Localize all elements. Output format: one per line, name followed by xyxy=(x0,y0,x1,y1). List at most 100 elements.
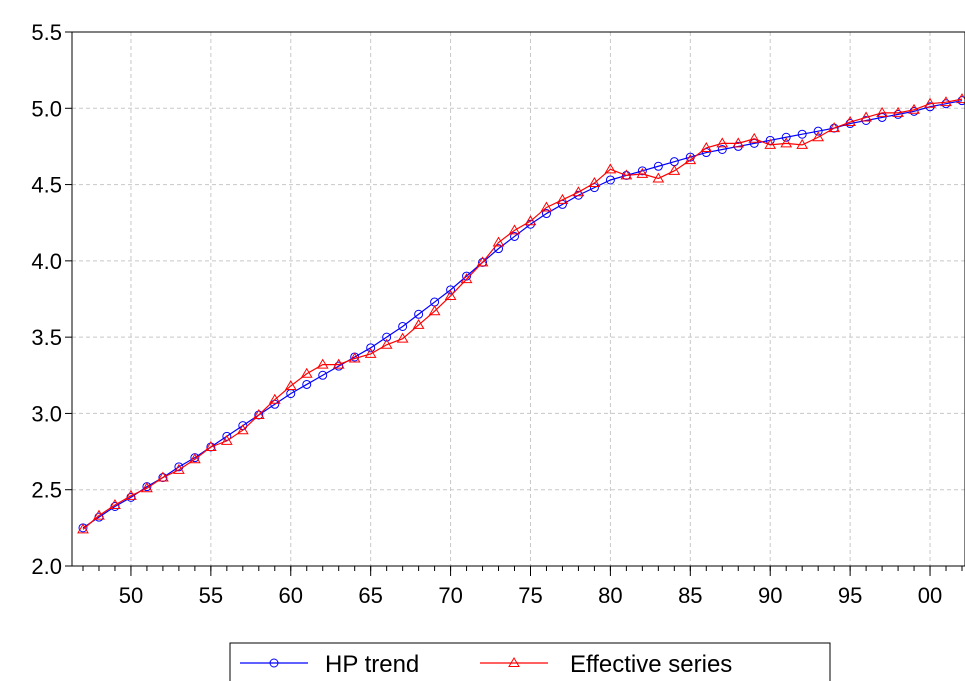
data-point xyxy=(157,471,169,482)
x-tick-label: 55 xyxy=(199,583,223,608)
data-point xyxy=(428,305,441,316)
data-point xyxy=(268,393,281,404)
data-point xyxy=(236,424,249,435)
data-point xyxy=(492,236,505,247)
data-point xyxy=(204,441,217,451)
data-point xyxy=(636,167,649,178)
data-point xyxy=(508,224,521,235)
data-point xyxy=(77,523,89,534)
data-point xyxy=(220,434,233,445)
data-point xyxy=(653,161,663,171)
x-tick-label: 00 xyxy=(918,583,942,608)
data-point xyxy=(444,289,457,300)
x-tick-label: 65 xyxy=(358,583,382,608)
data-point xyxy=(252,408,265,419)
data-point xyxy=(302,379,312,389)
data-point xyxy=(380,338,393,349)
data-point xyxy=(446,285,456,295)
data-point xyxy=(494,244,504,254)
data-point xyxy=(812,131,825,142)
data-point xyxy=(844,116,857,127)
data-point xyxy=(604,163,617,174)
legend-label: HP trend xyxy=(325,651,419,678)
x-axis: 50 55 60 65 70 75 80 85 90 95 00 xyxy=(82,566,963,608)
data-point xyxy=(668,164,681,175)
data-point xyxy=(556,193,569,204)
data-point xyxy=(572,186,585,197)
data-point xyxy=(188,453,201,464)
data-point xyxy=(510,231,520,241)
data-point xyxy=(476,256,489,267)
series-line xyxy=(82,100,963,529)
legend: HP trend Effective series xyxy=(229,642,831,681)
data-point xyxy=(780,137,793,148)
y-tick-label: 3.5 xyxy=(31,325,62,350)
y-tick-label: 2.0 xyxy=(31,554,62,579)
x-tick-label: 95 xyxy=(838,583,862,608)
data-point xyxy=(764,138,777,149)
data-point xyxy=(284,379,297,390)
data-point xyxy=(813,126,823,136)
data-point xyxy=(908,103,920,114)
data-point xyxy=(364,347,377,358)
data-point xyxy=(398,321,408,331)
data-point xyxy=(717,144,727,154)
x-tick-label: 80 xyxy=(598,583,622,608)
data-point xyxy=(860,111,872,122)
series-line xyxy=(82,98,963,530)
data-point xyxy=(797,129,807,139)
data-point xyxy=(605,175,615,185)
plot-frame xyxy=(71,31,965,567)
data-point xyxy=(366,343,376,353)
data-point xyxy=(796,138,809,149)
data-point xyxy=(700,141,713,152)
data-point xyxy=(828,122,841,133)
y-tick-label: 2.5 xyxy=(31,478,62,503)
y-tick-label: 4.5 xyxy=(31,173,62,198)
data-point xyxy=(396,332,409,343)
data-point xyxy=(540,201,553,212)
data-point xyxy=(637,166,647,176)
x-tick-label: 85 xyxy=(678,583,702,608)
data-point xyxy=(316,358,329,369)
legend-swatch-marker xyxy=(508,657,520,667)
legend-label: Effective series xyxy=(570,651,732,678)
y-tick-label: 5.5 xyxy=(31,20,62,45)
x-tick-label: 90 xyxy=(758,583,782,608)
data-point xyxy=(300,367,313,378)
data-point xyxy=(414,309,424,319)
y-tick-label: 4.0 xyxy=(31,249,62,274)
legend-item: Effective series xyxy=(480,651,732,678)
data-point xyxy=(620,169,633,180)
data-point xyxy=(173,463,185,474)
data-point xyxy=(541,209,551,219)
data-point xyxy=(332,358,345,369)
x-tick-label: 50 xyxy=(119,583,143,608)
data-point xyxy=(748,132,761,143)
y-tick-label: 3.0 xyxy=(31,401,62,426)
data-point xyxy=(892,106,904,117)
data-point xyxy=(684,154,697,165)
data-point xyxy=(781,132,791,142)
data-point xyxy=(876,106,888,117)
legend-box xyxy=(229,642,831,681)
data-point xyxy=(141,482,153,493)
legend-item: HP trend xyxy=(240,651,419,678)
x-tick-label: 60 xyxy=(279,583,303,608)
series-layer xyxy=(77,93,965,534)
data-point xyxy=(716,137,729,148)
data-point xyxy=(125,489,137,500)
data-point xyxy=(924,97,936,108)
legend-swatch-marker xyxy=(269,658,279,668)
data-point xyxy=(412,318,425,329)
grid-lines xyxy=(72,32,965,566)
x-tick-label: 75 xyxy=(518,583,542,608)
data-point xyxy=(348,352,361,363)
data-point xyxy=(93,509,105,520)
data-point xyxy=(460,273,473,284)
data-point xyxy=(109,498,121,509)
y-axis: 2.0 2.5 3.0 3.5 4.0 4.5 5.0 5.5 xyxy=(31,20,72,579)
x-tick-label: 70 xyxy=(438,583,462,608)
data-point xyxy=(588,177,601,188)
